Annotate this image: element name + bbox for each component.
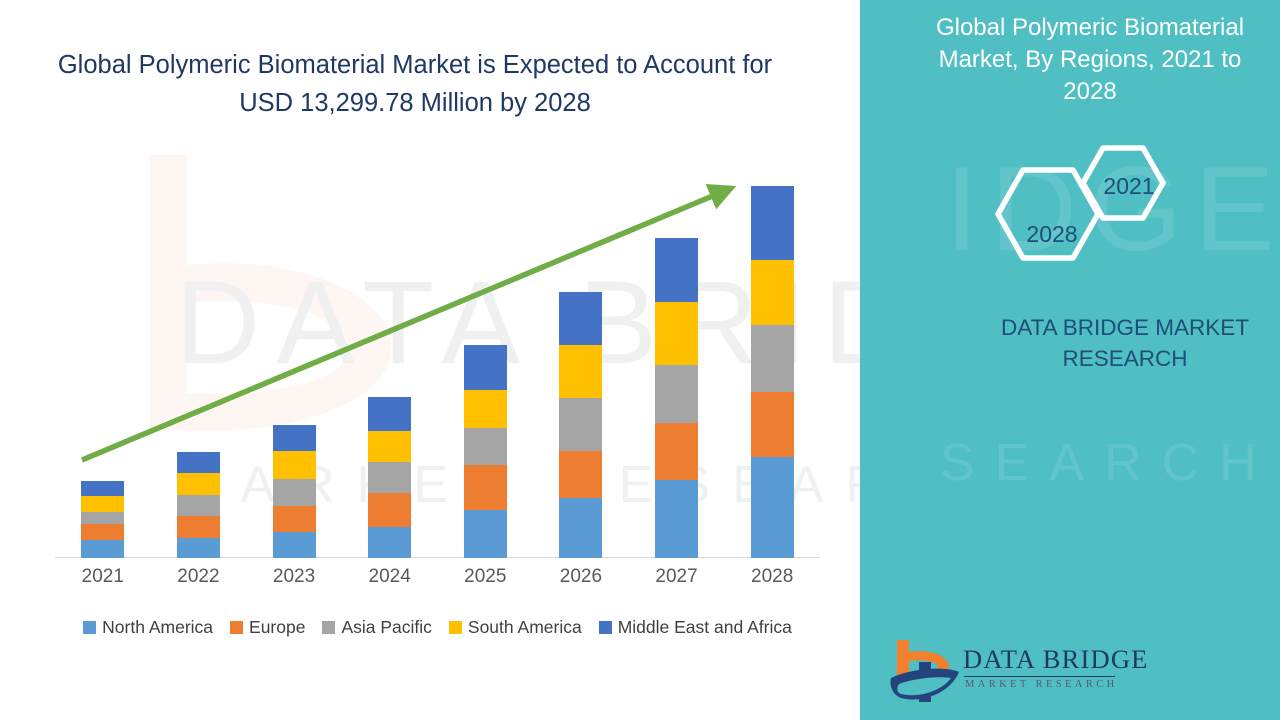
bar-stack-2024 — [368, 397, 412, 558]
bar-segment — [559, 398, 603, 451]
bar-segment — [463, 428, 507, 465]
panel-title: Global Polymeric Biomaterial Market, By … — [935, 14, 1245, 105]
bar-chart-plot — [55, 150, 820, 558]
x-axis-tick-2025: 2025 — [464, 566, 507, 587]
bar-segment — [559, 345, 603, 398]
bar-segment — [272, 425, 316, 451]
bar-segment — [655, 365, 699, 423]
x-axis-tick-2023: 2023 — [272, 566, 316, 587]
bar-segment — [272, 532, 316, 558]
bar-segment — [81, 496, 125, 512]
bar-stack-2028 — [750, 186, 794, 558]
bar-segment — [750, 325, 794, 392]
legend-label: South America — [467, 617, 582, 637]
svg-text:SEARCH: SEARCH — [940, 434, 1277, 492]
legend-swatch-icon — [230, 621, 244, 634]
bar-column — [438, 150, 533, 558]
legend-swatch-icon — [448, 621, 462, 634]
bar-segment — [272, 506, 316, 532]
bar-segment — [272, 451, 316, 479]
brand-panel: IDGE SEARCH — [820, 0, 1280, 720]
bar-segment — [368, 431, 412, 462]
bar-segment — [272, 479, 316, 506]
bar-segment — [176, 516, 220, 538]
bar-segment — [81, 524, 125, 540]
bar-segment — [368, 397, 412, 431]
bar-stack-2021 — [81, 481, 125, 558]
bar-stack-2026 — [559, 292, 603, 558]
bar-segment — [463, 345, 507, 390]
data-bridge-logo-icon — [885, 634, 965, 706]
bar-segment — [176, 495, 220, 516]
bar-column — [247, 150, 342, 558]
bar-segment — [655, 480, 699, 558]
page-title: Global Polymeric Biomaterial Market is E… — [57, 51, 773, 117]
hexagon-decoration — [975, 140, 1205, 290]
bar-column — [725, 150, 820, 558]
logo-tagline: MARKET RESEARCH — [965, 679, 1118, 690]
bar-segment — [559, 292, 603, 345]
bar-segment — [176, 452, 220, 473]
logo-divider — [964, 676, 1115, 677]
bar-stack-2023 — [272, 425, 316, 558]
legend-swatch-icon — [322, 621, 336, 634]
bar-segment — [463, 510, 507, 558]
bar-column — [533, 150, 628, 558]
chart-legend: North America Europe Asia Pacific South Ame… — [55, 617, 820, 638]
bar-segment — [368, 527, 412, 558]
legend-item[interactable]: Middle East and Africa — [598, 617, 792, 638]
legend-label: Asia Pacific — [341, 617, 432, 637]
bar-segment — [655, 423, 699, 480]
legend-label: Middle East and Africa — [617, 617, 792, 637]
bar-segment — [655, 302, 699, 365]
bar-segment — [81, 512, 125, 524]
bar-segment — [81, 540, 125, 558]
x-axis-tick-2024: 2024 — [368, 566, 411, 587]
bar-segment — [368, 493, 412, 527]
bar-segment — [750, 392, 794, 457]
bar-column — [629, 150, 724, 558]
bar-segment — [750, 260, 794, 325]
x-axis-tick-2027: 2027 — [655, 566, 698, 587]
bar-stack-2027 — [655, 238, 699, 558]
x-axis-line — [55, 557, 820, 558]
bar-column — [55, 150, 150, 558]
bar-segment — [559, 498, 603, 558]
bar-segment — [655, 238, 699, 302]
x-axis-tick-2022: 2022 — [177, 566, 220, 587]
bar-segment — [750, 457, 794, 558]
legend-item[interactable]: South America — [448, 617, 582, 638]
legend-item[interactable]: Asia Pacific — [322, 617, 432, 638]
bar-segment — [176, 473, 220, 495]
legend-item[interactable]: North America — [83, 617, 213, 638]
bar-segment — [81, 481, 125, 496]
bar-column — [151, 150, 246, 558]
x-axis-labels: 2021 2022 2023 2024 2025 2026 2027 2028 — [55, 566, 820, 596]
legend-label: North America — [102, 617, 214, 637]
x-axis-tick-2028: 2028 — [751, 566, 794, 587]
legend-item[interactable]: Europe — [230, 617, 305, 638]
bar-segment — [463, 390, 507, 428]
legend-swatch-icon — [598, 621, 612, 634]
company-logo: DATA BRIDGE MARKET RESEARCH — [885, 632, 1147, 708]
hexagon-label-2028: 2028 — [1026, 221, 1078, 247]
bar-stack-2022 — [176, 452, 220, 558]
legend-swatch-icon — [83, 621, 97, 634]
logo-wordmark: DATA BRIDGE — [963, 644, 1149, 674]
bar-stack-2025 — [463, 345, 507, 558]
bar-segment — [463, 465, 507, 510]
x-axis-tick-2021: 2021 — [81, 566, 124, 587]
brand-name-text: DATA BRIDGE MARKET RESEARCH — [1001, 315, 1249, 371]
x-axis-tick-2026: 2026 — [559, 566, 603, 587]
bar-segment — [750, 186, 794, 260]
hexagon-label-2021: 2021 — [1103, 173, 1155, 199]
bar-segment — [176, 538, 220, 558]
bar-segment — [368, 462, 412, 493]
legend-label: Europe — [249, 617, 306, 637]
bar-segment — [559, 451, 603, 498]
bar-column — [342, 150, 437, 558]
